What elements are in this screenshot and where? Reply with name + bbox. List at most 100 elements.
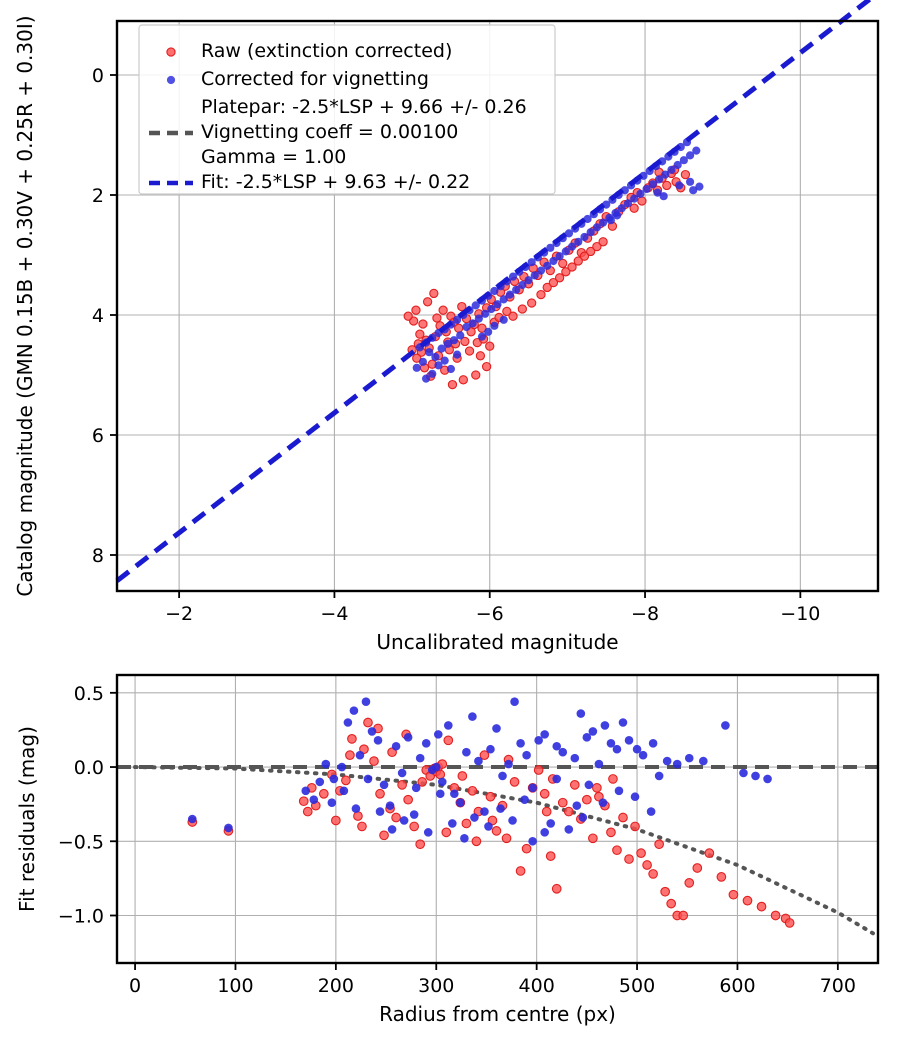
datapoint-raw — [412, 353, 422, 363]
residual-point-corrected — [387, 825, 397, 834]
residual-point-corrected — [397, 768, 407, 778]
datapoint-corrected — [574, 237, 583, 246]
residual-point-corrected — [540, 828, 549, 837]
tick-label-y: 0.0 — [74, 757, 104, 779]
tick-label-x: 300 — [418, 975, 454, 997]
datapoint-raw — [573, 256, 583, 266]
datapoint-corrected — [606, 216, 615, 225]
residual-point-corrected — [618, 718, 628, 727]
residual-point-raw — [716, 872, 727, 882]
datapoint-raw — [508, 311, 518, 321]
residual-point-raw — [684, 877, 695, 888]
bottom-plot-axes-frame — [115, 673, 880, 965]
datapoint-corrected — [636, 189, 645, 198]
residual-point-raw — [557, 797, 568, 808]
residual-point-corrected — [510, 697, 519, 707]
legend-label: Platepar: -2.5*LSP + 9.66 +/- 0.26 — [201, 96, 527, 118]
datapoint-corrected — [667, 165, 676, 174]
residual-point-raw — [618, 812, 628, 823]
tick-label-x: 0 — [129, 975, 141, 997]
residual-point-raw — [636, 848, 646, 858]
residual-point-corrected — [630, 792, 640, 802]
residual-point-raw — [539, 788, 550, 799]
residual-point-corrected — [751, 771, 760, 781]
tick-label-x: 700 — [820, 975, 856, 997]
datapoint-corrected — [549, 256, 558, 266]
datapoint-raw — [429, 288, 439, 299]
residual-point-corrected — [594, 759, 604, 769]
datapoint-raw — [415, 329, 425, 339]
datapoint-corrected — [536, 266, 546, 275]
residual-point-raw — [363, 717, 373, 728]
residual-point-raw — [630, 821, 640, 832]
tick-label-y: 2 — [92, 185, 104, 207]
residual-point-corrected — [576, 709, 586, 718]
residual-point-corrected — [411, 783, 421, 793]
datapoint-corrected — [580, 232, 589, 242]
residual-point-raw — [521, 843, 532, 854]
residual-point-raw — [471, 836, 482, 847]
residual-point-raw — [298, 796, 309, 807]
datapoint-corrected — [499, 315, 508, 324]
legend-label: Fit: -2.5*LSP + 9.63 +/- 0.22 — [201, 171, 470, 193]
tick-label-y: 0.5 — [74, 683, 104, 705]
residual-point-corrected — [486, 744, 495, 754]
residual-point-raw — [692, 863, 703, 873]
datapoint-corrected — [434, 361, 443, 370]
datapoint-corrected — [449, 336, 459, 345]
tick-label-y: 4 — [92, 305, 104, 327]
tick-label-x: −10 — [780, 603, 820, 625]
datapoint-corrected — [508, 272, 518, 281]
datapoint-raw — [454, 323, 464, 333]
datapoint-corrected — [623, 199, 633, 208]
datapoint-raw — [475, 351, 486, 361]
bottom-plot-tick-labels: 0 100 200 300 400 500 600 700 0.5 0.0 −0.5 −1.0 — [58, 683, 856, 997]
tick-label-y: 8 — [92, 545, 104, 567]
residual-point-raw — [331, 815, 341, 826]
residual-point-corrected — [375, 807, 385, 816]
datapoint-corrected — [462, 322, 471, 332]
residual-point-raw — [435, 769, 446, 780]
datapoint-corrected — [599, 218, 608, 227]
datapoint-corrected — [418, 357, 428, 366]
residual-point-corrected — [444, 721, 453, 730]
residual-point-corrected — [468, 712, 477, 721]
datapoint-corrected — [592, 223, 602, 232]
tick-label-x: 100 — [217, 975, 253, 997]
residual-point-raw — [417, 777, 428, 787]
datapoint-raw — [554, 273, 565, 283]
residual-point-corrected — [437, 777, 447, 787]
residual-point-raw — [345, 750, 355, 761]
residual-point-raw — [375, 788, 385, 799]
top-plot-fit-line — [115, 0, 873, 583]
residual-point-corrected — [528, 836, 537, 846]
legend-label: Raw (extinction corrected) — [201, 40, 452, 62]
residual-point-corrected — [337, 762, 347, 772]
datapoint-raw — [447, 379, 458, 390]
datapoint-corrected — [564, 229, 574, 238]
residual-point-raw — [756, 901, 767, 912]
datapoint-raw — [662, 180, 672, 191]
datapoint-corrected — [653, 188, 662, 197]
residual-point-raw — [569, 780, 580, 790]
residual-point-corrected — [739, 768, 748, 778]
tick-label-y: 0 — [92, 65, 104, 87]
legend-label: Vignetting coeff = 0.00100 — [201, 121, 458, 143]
residual-point-raw — [770, 910, 781, 921]
datapoint-corrected — [617, 204, 626, 213]
datapoint-raw — [548, 277, 559, 288]
axes-frame — [115, 19, 880, 593]
residual-point-raw — [391, 812, 401, 823]
legend-label: Gamma = 1.00 — [201, 146, 346, 168]
residual-point-raw — [501, 833, 512, 844]
datapoint-corrected — [446, 364, 456, 374]
residual-point-corrected — [612, 744, 622, 754]
residual-point-corrected — [552, 741, 562, 751]
residual-point-corrected — [522, 750, 531, 760]
datapoint-raw — [422, 297, 433, 307]
residual-point-raw — [606, 827, 616, 838]
residual-point-corrected — [423, 828, 433, 837]
datapoint-corrected — [673, 160, 682, 170]
